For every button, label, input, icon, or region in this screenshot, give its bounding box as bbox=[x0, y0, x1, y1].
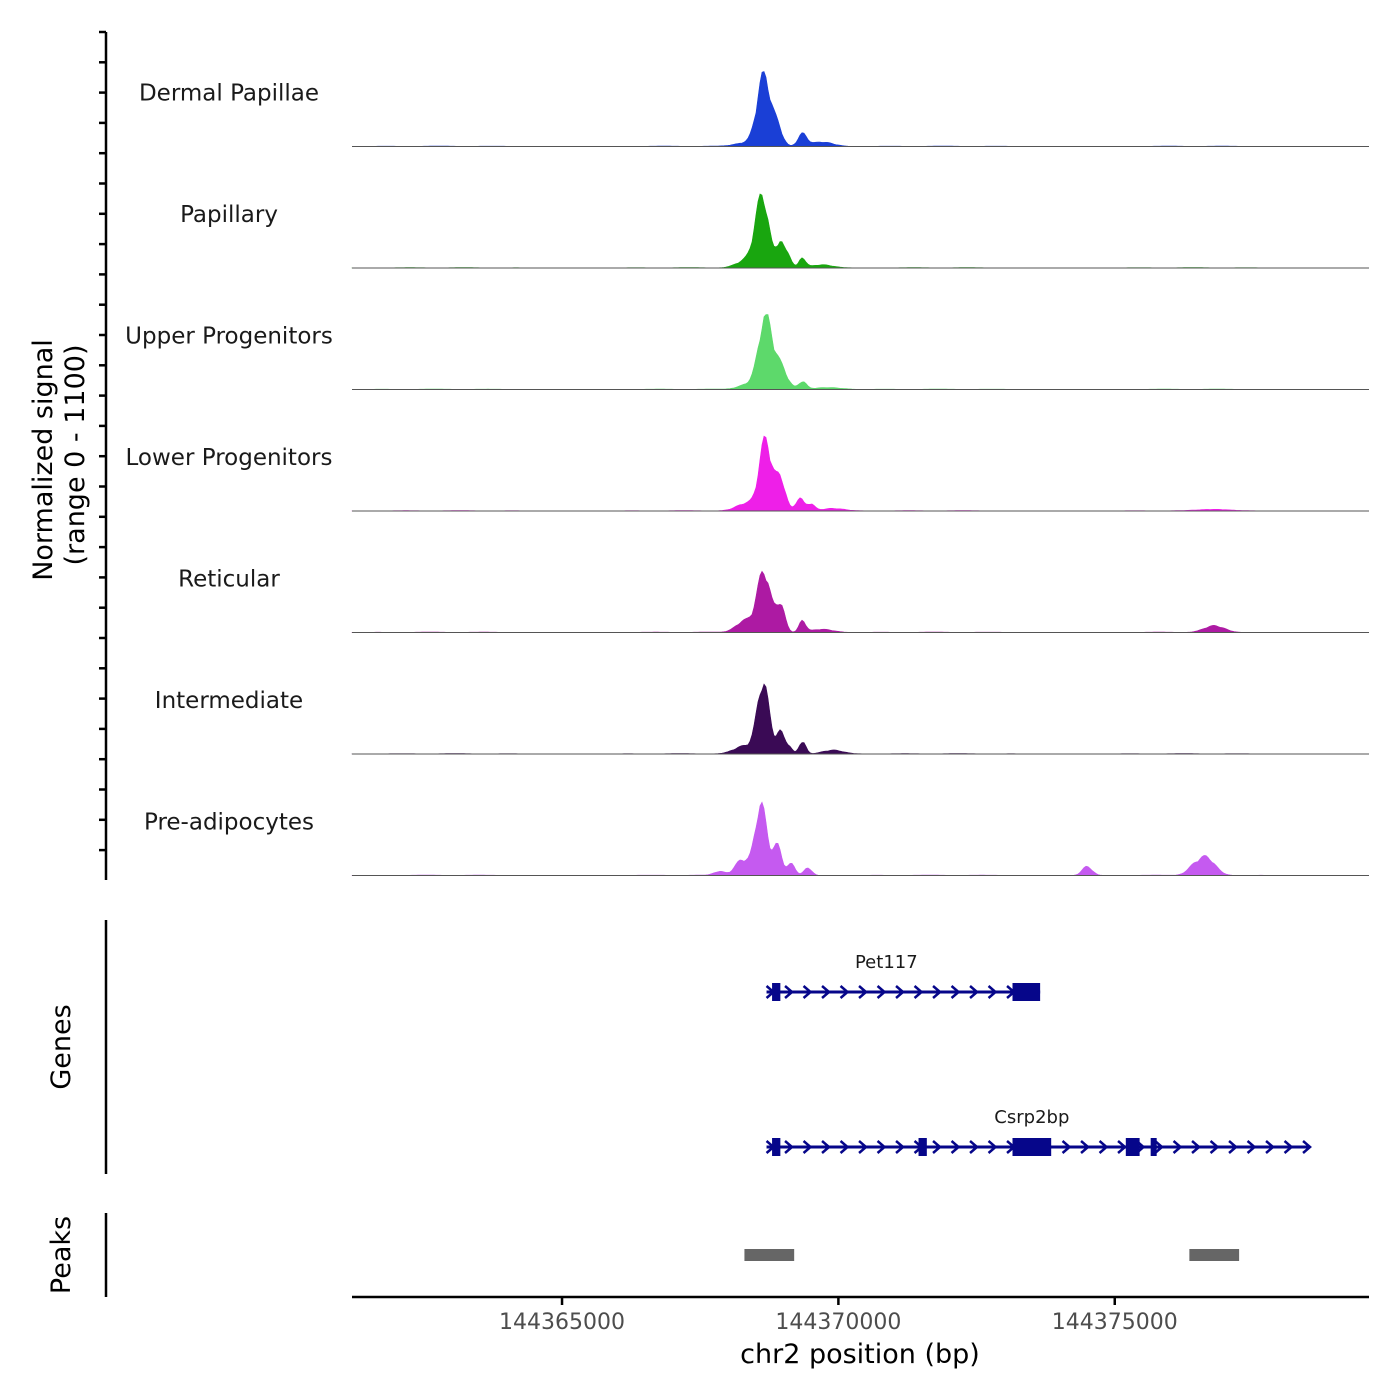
strand-arrow bbox=[932, 1140, 942, 1154]
signal-tracks: Dermal Papillae Papillary Upper Progenitor… bbox=[125, 71, 1370, 876]
exon bbox=[772, 1138, 781, 1156]
strand-arrow bbox=[987, 985, 998, 999]
strand-arrow bbox=[1191, 1140, 1201, 1154]
signal-ylabel-line1: Normalized signal bbox=[28, 339, 59, 581]
strand-arrow bbox=[876, 985, 887, 999]
exon bbox=[772, 983, 781, 1001]
exon bbox=[918, 1138, 927, 1156]
strand-arrow bbox=[784, 985, 794, 999]
strand-arrow bbox=[1228, 1140, 1238, 1154]
track-label: Dermal Papillae bbox=[139, 81, 319, 107]
strand-arrow bbox=[1154, 1140, 1164, 1154]
track-pre-adipocytes: Pre-adipocytes bbox=[144, 801, 1370, 876]
x-axis-ticks: 144365000 144370000 144375000 bbox=[499, 1297, 1178, 1335]
track-label: Reticular bbox=[178, 567, 280, 593]
x-tick-label: 144370000 bbox=[775, 1310, 901, 1335]
track-lower-progenitors: Lower Progenitors bbox=[126, 435, 1370, 512]
peaks-panel-label: Peaks bbox=[46, 1216, 77, 1294]
track-label: Intermediate bbox=[155, 688, 303, 714]
track-signal-area bbox=[351, 801, 1370, 876]
gene-pet117: Pet117 bbox=[765, 952, 1041, 1001]
x-tick-label: 144365000 bbox=[499, 1310, 625, 1335]
strand-arrow bbox=[1098, 1140, 1109, 1154]
strand-arrow bbox=[913, 985, 924, 999]
strand-arrow bbox=[987, 1140, 998, 1154]
track-signal-area bbox=[351, 683, 1370, 755]
strand-arrow bbox=[821, 985, 831, 999]
gene-csrp2bp: Csrp2bp bbox=[765, 1107, 1312, 1156]
signal-ylabel-line2: (range 0 - 1100) bbox=[60, 345, 91, 566]
track-dermal-papillae: Dermal Papillae bbox=[139, 71, 1370, 147]
strand-arrow bbox=[932, 985, 942, 999]
peak-regions bbox=[744, 1249, 1240, 1261]
signal-ylabel: Normalized signal (range 0 - 1100) bbox=[28, 339, 91, 581]
strand-arrow bbox=[1080, 1140, 1090, 1154]
track-signal-area bbox=[352, 314, 1370, 390]
track-signal-area bbox=[351, 570, 1370, 633]
strand-arrow bbox=[1061, 1140, 1072, 1154]
exon bbox=[1012, 983, 1041, 1001]
track-label: Papillary bbox=[180, 202, 278, 228]
track-upper-progenitors: Upper Progenitors bbox=[125, 314, 1370, 390]
track-signal-area bbox=[352, 71, 1370, 147]
strand-arrow bbox=[839, 1140, 850, 1154]
exon bbox=[1150, 1138, 1157, 1156]
strand-arrow bbox=[895, 985, 905, 999]
strand-arrow bbox=[950, 1140, 961, 1154]
strand-arrow bbox=[950, 985, 961, 999]
strand-arrow bbox=[1283, 1140, 1294, 1154]
strand-arrow bbox=[969, 985, 979, 999]
strand-arrow bbox=[1172, 1140, 1183, 1154]
track-reticular: Reticular bbox=[178, 567, 1370, 633]
strand-arrow bbox=[802, 985, 813, 999]
peak-region bbox=[1189, 1249, 1240, 1261]
gene-models: Pet117 Csrp2bp bbox=[765, 952, 1312, 1156]
gene-label: Pet117 bbox=[855, 952, 918, 973]
strand-arrow bbox=[1265, 1140, 1275, 1154]
strand-arrow bbox=[821, 1140, 831, 1154]
genes-panel-label: Genes bbox=[46, 1004, 77, 1089]
x-axis-label: chr2 position (bp) bbox=[740, 1339, 980, 1370]
strand-arrow bbox=[969, 1140, 979, 1154]
track-label: Upper Progenitors bbox=[125, 324, 333, 350]
peak-region bbox=[744, 1249, 795, 1261]
strand-arrow bbox=[1209, 1140, 1220, 1154]
x-tick-label: 144375000 bbox=[1052, 1310, 1178, 1335]
strand-arrow bbox=[1117, 1140, 1127, 1154]
strand-arrow bbox=[858, 985, 868, 999]
strand-arrow bbox=[876, 1140, 887, 1154]
signal-axis-ticks bbox=[99, 30, 106, 852]
track-label: Pre-adipocytes bbox=[144, 810, 314, 836]
strand-arrow bbox=[1246, 1140, 1257, 1154]
track-label: Lower Progenitors bbox=[126, 445, 333, 471]
strand-arrow bbox=[1302, 1140, 1312, 1154]
strand-arrow bbox=[839, 985, 850, 999]
track-intermediate: Intermediate bbox=[155, 683, 1370, 755]
strand-arrow bbox=[895, 1140, 905, 1154]
strand-arrow bbox=[784, 1140, 794, 1154]
track-papillary: Papillary bbox=[180, 193, 1370, 269]
exon bbox=[1012, 1138, 1052, 1156]
strand-arrow bbox=[802, 1140, 813, 1154]
track-signal-area bbox=[351, 193, 1370, 269]
exon bbox=[1125, 1138, 1140, 1156]
gene-label: Csrp2bp bbox=[994, 1107, 1069, 1128]
strand-arrow bbox=[858, 1140, 868, 1154]
track-signal-area bbox=[351, 435, 1370, 512]
